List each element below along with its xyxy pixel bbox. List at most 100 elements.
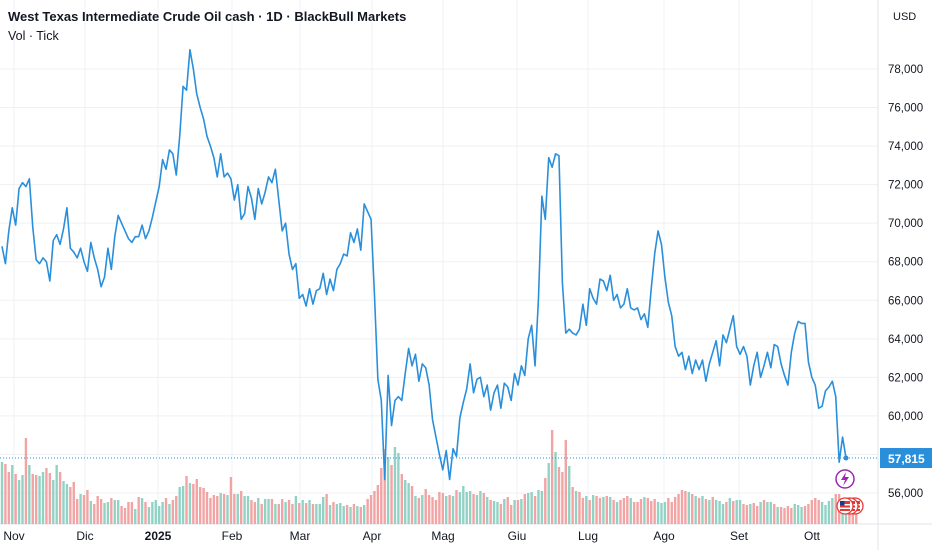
volume-bar (17, 480, 21, 524)
volume-bar (335, 504, 339, 524)
volume-bar (591, 495, 595, 524)
volume-bar (62, 481, 65, 524)
volume-bar (342, 506, 345, 524)
volume-bar (390, 465, 393, 524)
volume-bar (48, 473, 52, 524)
volume-bar (96, 496, 99, 524)
volume-bar (137, 497, 140, 524)
volume-bar (110, 498, 113, 524)
volume-bar (359, 507, 362, 524)
price-tick-label: 66,000 (888, 295, 923, 307)
volume-bar (673, 497, 677, 524)
volume-bar (766, 502, 769, 524)
volume-bar (564, 440, 568, 524)
volume-bar (458, 492, 462, 524)
volume-bar (363, 505, 366, 524)
price-tick-label: 56,000 (888, 488, 923, 500)
volume-bar (339, 503, 342, 524)
time-axis[interactable]: Nov Dic 2025 Feb Mar Apr Mag Giu Lug Ago Set Ott (3, 529, 820, 543)
volume-bar (11, 465, 14, 524)
volume-bar (714, 500, 718, 524)
volume-bar (427, 495, 431, 524)
volume-bar (574, 491, 578, 524)
volume-bar (725, 502, 728, 524)
volume-bar (547, 463, 550, 524)
volume-bar (308, 500, 311, 524)
volume-bar (181, 486, 185, 524)
last-price-marker: 57,815 (0, 448, 932, 469)
volume-bar (615, 502, 619, 524)
volume-bar (202, 488, 205, 524)
lightning-icon (835, 469, 855, 489)
volume-bar (164, 498, 168, 524)
volume-bar (540, 491, 544, 524)
volume-bar (472, 494, 475, 524)
volume-bar (192, 484, 195, 524)
volume-bar (701, 496, 704, 524)
volume-bar (147, 507, 151, 524)
volume-bar (820, 502, 824, 524)
volume-bar (345, 505, 349, 524)
volume-bar (82, 495, 86, 524)
volume-bar (380, 468, 383, 524)
volume-bar (677, 494, 680, 524)
volume-bar (708, 500, 711, 524)
price-tick-label: 74,000 (888, 141, 923, 153)
volume-bar (157, 506, 161, 524)
volume-bar (807, 504, 810, 524)
volume-bar (209, 498, 212, 524)
volume-bar (817, 500, 820, 524)
volume-bar (134, 509, 137, 524)
volume-bar (431, 497, 434, 524)
volume-bar (198, 487, 202, 524)
volume-bar (7, 472, 11, 524)
volume-bar (75, 499, 79, 524)
volume-bar (609, 497, 612, 524)
currency-label[interactable]: USD (893, 11, 917, 23)
volume-bar (277, 504, 280, 524)
price-axis[interactable]: 56,00058,00060,00062,00064,00066,00068,0… (888, 64, 923, 500)
time-tick-label: Apr (363, 529, 382, 543)
event-icons[interactable] (835, 469, 864, 515)
volume-bar (140, 498, 144, 524)
volume-bar (694, 496, 697, 524)
volume-bar (383, 449, 386, 524)
volume-bar (492, 501, 496, 524)
volume-bar (93, 504, 96, 524)
time-tick-label: Ago (653, 529, 675, 543)
volume-bar (52, 480, 55, 524)
volume-bar (185, 476, 188, 524)
volume-bar (45, 468, 48, 524)
volume-bar (571, 487, 574, 524)
volume-bar (195, 479, 198, 524)
volume-bar (236, 494, 239, 524)
volume-bar (31, 474, 34, 524)
volume-bar (718, 501, 721, 524)
price-line (1, 48, 847, 481)
volume-bar (397, 453, 400, 524)
volume-bar (496, 502, 499, 524)
time-tick-label: Nov (3, 529, 24, 543)
volume-bar (684, 491, 687, 524)
volume-bar (243, 496, 246, 524)
volume-bar (72, 482, 75, 524)
volume-bar (120, 506, 123, 524)
volume-bar (581, 498, 585, 524)
time-tick-label: Lug (578, 529, 598, 543)
volume-bar (568, 466, 571, 524)
volume-bar (475, 495, 479, 524)
volume-bar (212, 495, 216, 524)
volume-bar (626, 496, 629, 524)
indicator-legend: Vol · Tick (8, 29, 59, 43)
volume-bar (270, 499, 274, 524)
volume-bar (776, 507, 779, 524)
volume-bar (516, 500, 520, 524)
volume-bar (89, 501, 93, 524)
volume-bar (653, 499, 656, 524)
volume-bar (151, 502, 154, 524)
volume-bar (735, 500, 738, 524)
volume-bar (417, 498, 421, 524)
volume-bar (482, 493, 485, 524)
volume-bar (602, 497, 605, 524)
